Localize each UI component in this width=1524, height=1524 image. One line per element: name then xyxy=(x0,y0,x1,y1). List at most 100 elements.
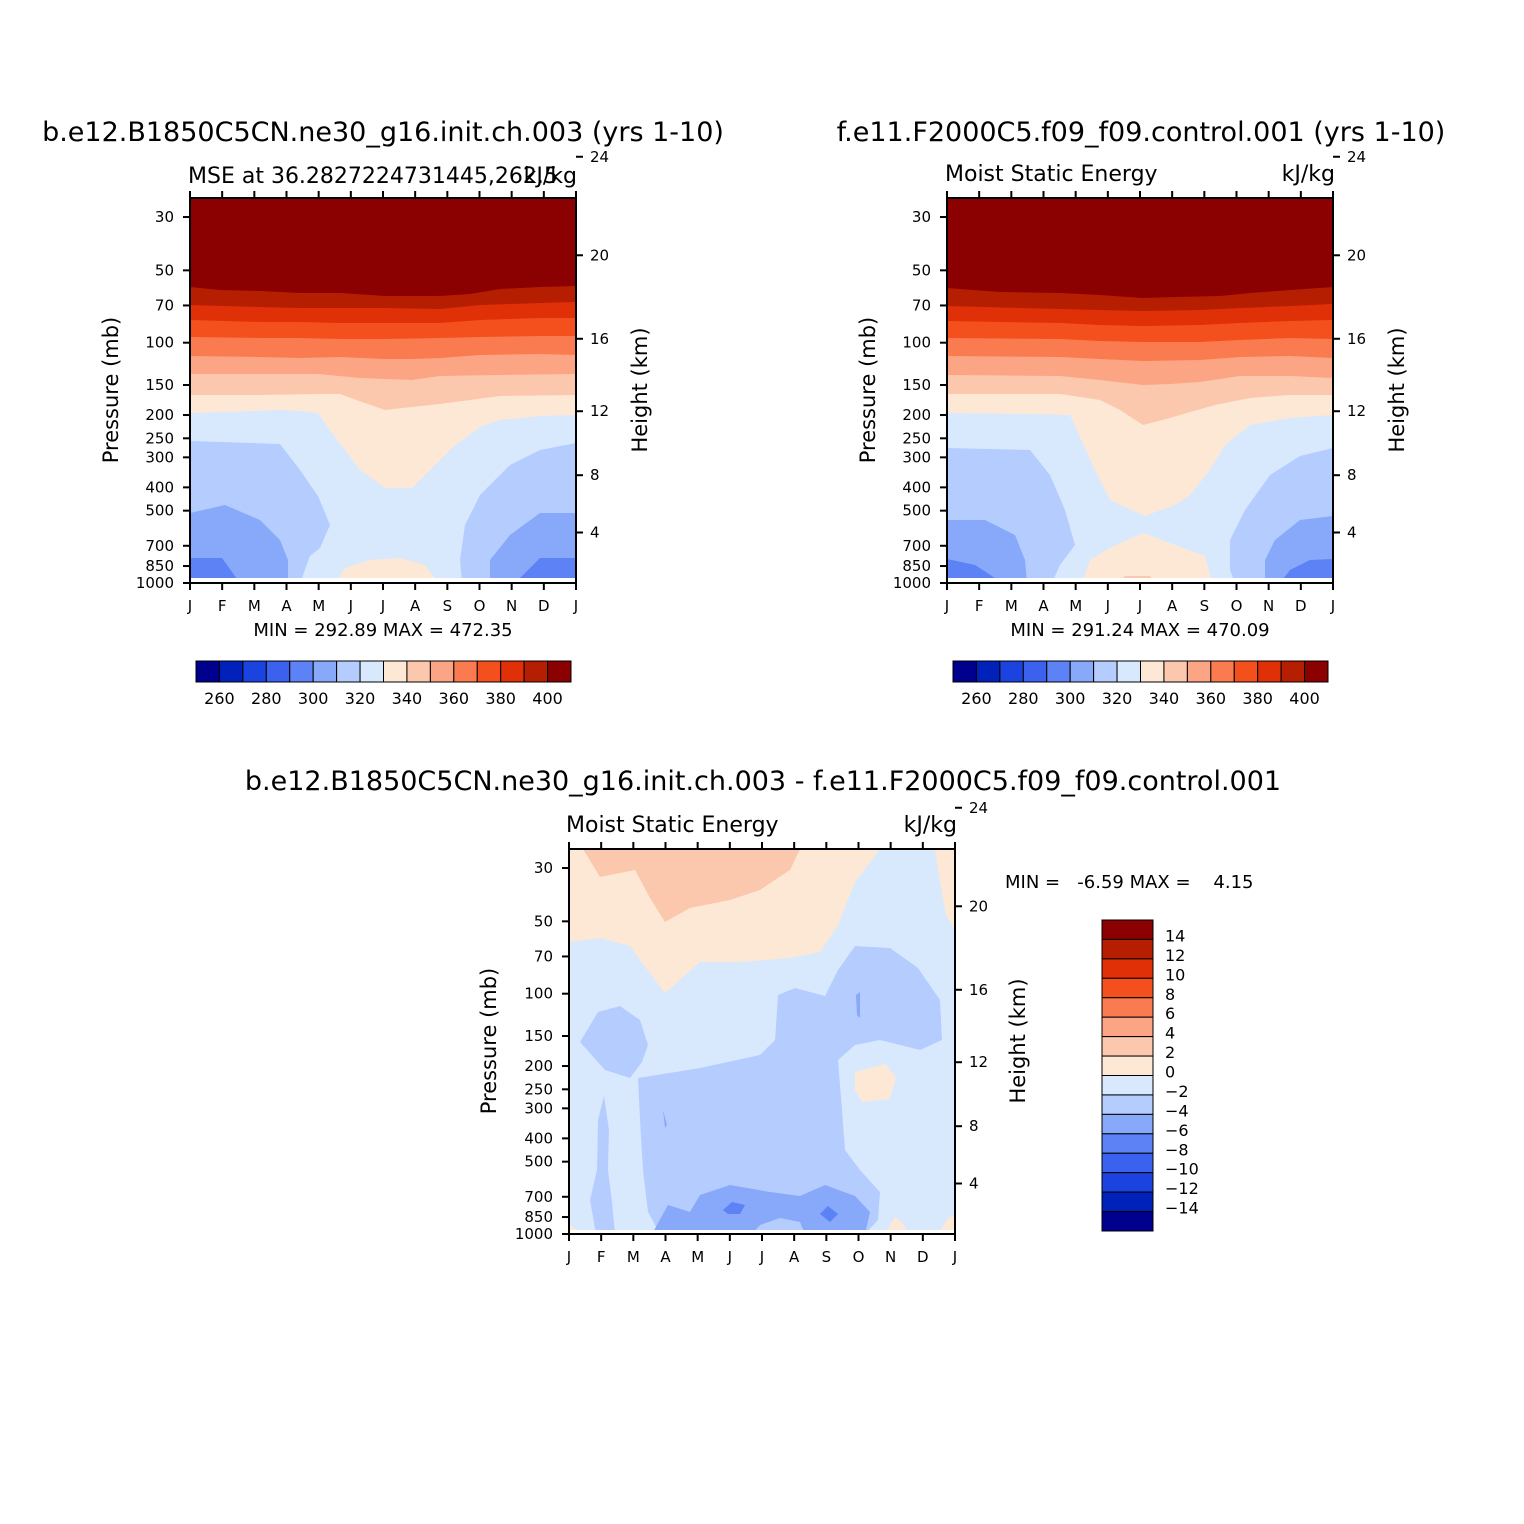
y-tick-label: 500 xyxy=(902,502,931,520)
panel-a-left-string: MSE at 36.2827224731445,262.5 xyxy=(188,164,558,189)
y-right-tick-label: 24 xyxy=(969,799,988,817)
x-tick-label: A xyxy=(789,1248,800,1266)
colorbar-label: 10 xyxy=(1165,965,1185,984)
colorbar-box xyxy=(406,660,431,683)
y-tick-label: 150 xyxy=(902,376,931,394)
y-right-tick-label: 4 xyxy=(1347,524,1357,542)
panel-a-right-string: kJ/kg xyxy=(524,164,577,189)
colorbar-box xyxy=(218,660,244,683)
y-right-tick-label: 12 xyxy=(969,1053,988,1071)
y-tick-label: 70 xyxy=(534,947,553,965)
y-tick-label: 100 xyxy=(902,334,931,352)
colorbar-box xyxy=(1101,1016,1154,1038)
y-tick-label: 30 xyxy=(534,859,553,877)
x-tick-label: J xyxy=(759,1248,764,1266)
y-tick-label: 500 xyxy=(524,1153,553,1171)
y-tick-label: 700 xyxy=(902,537,931,555)
colorbar-box xyxy=(1101,1055,1154,1076)
y-right-tick-label: 12 xyxy=(590,402,609,420)
colorbar-box xyxy=(453,660,478,683)
colorbar-label: 360 xyxy=(1196,689,1227,708)
colorbar-box xyxy=(476,660,502,683)
x-tick-label: S xyxy=(1200,597,1210,615)
colorbar-box xyxy=(1116,660,1141,683)
x-tick-label: D xyxy=(538,597,550,615)
colorbar-label: −4 xyxy=(1165,1101,1189,1120)
panel-b-minmax: MIN = 291.24 MAX = 470.09 xyxy=(1010,620,1269,641)
colorbar-label: 380 xyxy=(485,689,516,708)
y-right-tick-label: 12 xyxy=(1347,402,1366,420)
y-tick-label: 300 xyxy=(902,448,931,466)
x-tick-label: A xyxy=(1038,597,1049,615)
colorbar-box xyxy=(1101,1152,1154,1174)
colorbar-box xyxy=(1101,1211,1154,1232)
colorbar-box xyxy=(1093,660,1118,683)
panel-c-right-string: kJ/kg xyxy=(904,813,957,838)
x-tick-label: S xyxy=(822,1248,832,1266)
colorbar-label: 300 xyxy=(298,689,329,708)
colorbar-label: 320 xyxy=(345,689,376,708)
x-tick-label: A xyxy=(281,597,292,615)
y-right-tick-label: 24 xyxy=(1347,148,1366,166)
colorbar-label: −14 xyxy=(1165,1199,1199,1218)
x-tick-label: J xyxy=(1330,597,1335,615)
colorbar-box xyxy=(1101,997,1154,1018)
colorbar-label: 340 xyxy=(1149,689,1180,708)
colorbar-box xyxy=(1101,1113,1154,1135)
x-tick-label: M xyxy=(1005,597,1018,615)
colorbar-box xyxy=(1101,1094,1154,1115)
colorbar-box xyxy=(1101,958,1154,979)
panel-a-ylabel-left: Pressure (mb) xyxy=(99,317,123,464)
colorbar-box xyxy=(1280,660,1306,683)
y-tick-label: 100 xyxy=(524,985,553,1003)
colorbar-box xyxy=(975,660,1001,683)
x-tick-label: D xyxy=(1295,597,1307,615)
colorbar-box xyxy=(547,660,572,683)
y-right-tick-label: 20 xyxy=(1347,246,1366,264)
colorbar-box xyxy=(1022,660,1048,683)
colorbar-box xyxy=(1140,660,1165,683)
y-tick-label: 1000 xyxy=(136,574,174,592)
colorbar-label: 6 xyxy=(1165,1004,1175,1023)
panel-c-minmax: MIN = -6.59 MAX = 4.15 xyxy=(1005,872,1254,893)
panel-c-ylabel-left: Pressure (mb) xyxy=(477,968,501,1115)
y-tick-label: 400 xyxy=(902,478,931,496)
x-tick-label: M xyxy=(691,1248,704,1266)
colorbar-label: 400 xyxy=(532,689,563,708)
y-tick-label: 300 xyxy=(524,1099,553,1117)
y-tick-label: 100 xyxy=(145,334,174,352)
y-tick-label: 70 xyxy=(912,296,931,314)
y-tick-label: 400 xyxy=(145,478,174,496)
y-tick-label: 30 xyxy=(912,208,931,226)
panel-c-ylabel-right: Height (km) xyxy=(1006,978,1030,1103)
x-tick-label: N xyxy=(1263,597,1274,615)
colorbar-label: 340 xyxy=(392,689,423,708)
x-tick-label: A xyxy=(660,1248,671,1266)
panel-b-ylabel-right: Height (km) xyxy=(1385,327,1409,452)
colorbar-box xyxy=(1101,1191,1154,1213)
y-right-tick-label: 4 xyxy=(969,1175,979,1193)
y-right-tick-label: 20 xyxy=(969,897,988,915)
y-tick-label: 1000 xyxy=(893,574,931,592)
x-tick-label: J xyxy=(944,597,949,615)
colorbar-label: 260 xyxy=(204,689,235,708)
colorbar-box xyxy=(312,660,338,683)
x-tick-label: F xyxy=(975,597,984,615)
colorbar-box xyxy=(1304,660,1329,683)
panel-c-contours xyxy=(569,849,955,1234)
y-tick-label: 250 xyxy=(524,1080,553,1098)
colorbar-label: 8 xyxy=(1165,985,1175,1004)
y-tick-label: 50 xyxy=(912,261,931,279)
panel-a-colorbar: 260 280 300 320 340 360 380 400 xyxy=(195,660,572,708)
y-right-tick-label: 16 xyxy=(1347,330,1366,348)
colorbar-label: 12 xyxy=(1165,946,1185,965)
colorbar-label: 380 xyxy=(1242,689,1273,708)
colorbar-label: 4 xyxy=(1165,1024,1175,1043)
colorbar-label: 280 xyxy=(251,689,282,708)
colorbar-box xyxy=(195,660,220,683)
x-tick-label: M xyxy=(627,1248,640,1266)
y-tick-label: 700 xyxy=(524,1188,553,1206)
x-tick-label: J xyxy=(566,1248,571,1266)
